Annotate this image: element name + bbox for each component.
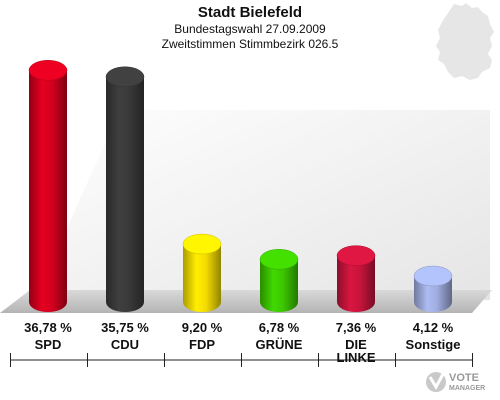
value-labels-group: 36,78 % 35,75 % 9,20 % 6,78 % 7,36 % 4,12 % — [24, 320, 454, 335]
value-label: 7,36 % — [336, 320, 377, 335]
bar-body — [260, 259, 298, 312]
chart-subtitle-district: Zweitstimmen Stimmbezirk 026.5 — [161, 37, 339, 51]
value-label: 6,78 % — [259, 320, 300, 335]
bar-top — [259, 249, 299, 270]
bar-top — [336, 245, 376, 266]
category-label: CDU — [111, 337, 139, 352]
category-label: LINKE — [337, 350, 376, 365]
bar-body — [337, 255, 375, 312]
bar-sonstige — [413, 265, 453, 312]
category-label: GRÜNE — [256, 337, 303, 352]
chart-title: Stadt Bielefeld — [197, 4, 303, 21]
logo-text-vote: VOTE — [449, 372, 479, 384]
value-label: 35,75 % — [101, 320, 149, 335]
bar-top — [28, 60, 68, 81]
bar-cdu — [105, 66, 145, 313]
bar-top — [105, 66, 145, 88]
bar-body — [183, 244, 221, 312]
category-label: DIE — [345, 337, 367, 352]
bar-top — [413, 265, 453, 287]
bar-fdp — [182, 233, 222, 312]
value-label: 9,20 % — [182, 320, 223, 335]
bar-body — [106, 76, 144, 313]
category-label: Sonstige — [406, 337, 461, 352]
category-label: SPD — [35, 337, 62, 352]
bar-spd — [28, 60, 68, 312]
bar-body — [29, 70, 67, 312]
germany-map-icon — [436, 3, 494, 80]
vote-manager-logo: VOTE MANAGER — [426, 372, 485, 392]
logo-text-manager: MANAGER — [449, 385, 485, 392]
bar-die-linke — [336, 245, 376, 312]
bar-body — [414, 276, 452, 312]
bar-gruene — [259, 249, 299, 312]
bars-group — [28, 60, 453, 313]
chart-subtitle-election: Bundestagswahl 27.09.2009 — [174, 22, 326, 36]
bar-top — [182, 233, 222, 255]
category-label: FDP — [189, 337, 215, 352]
value-label: 4,12 % — [413, 320, 454, 335]
value-label: 36,78 % — [24, 320, 72, 335]
